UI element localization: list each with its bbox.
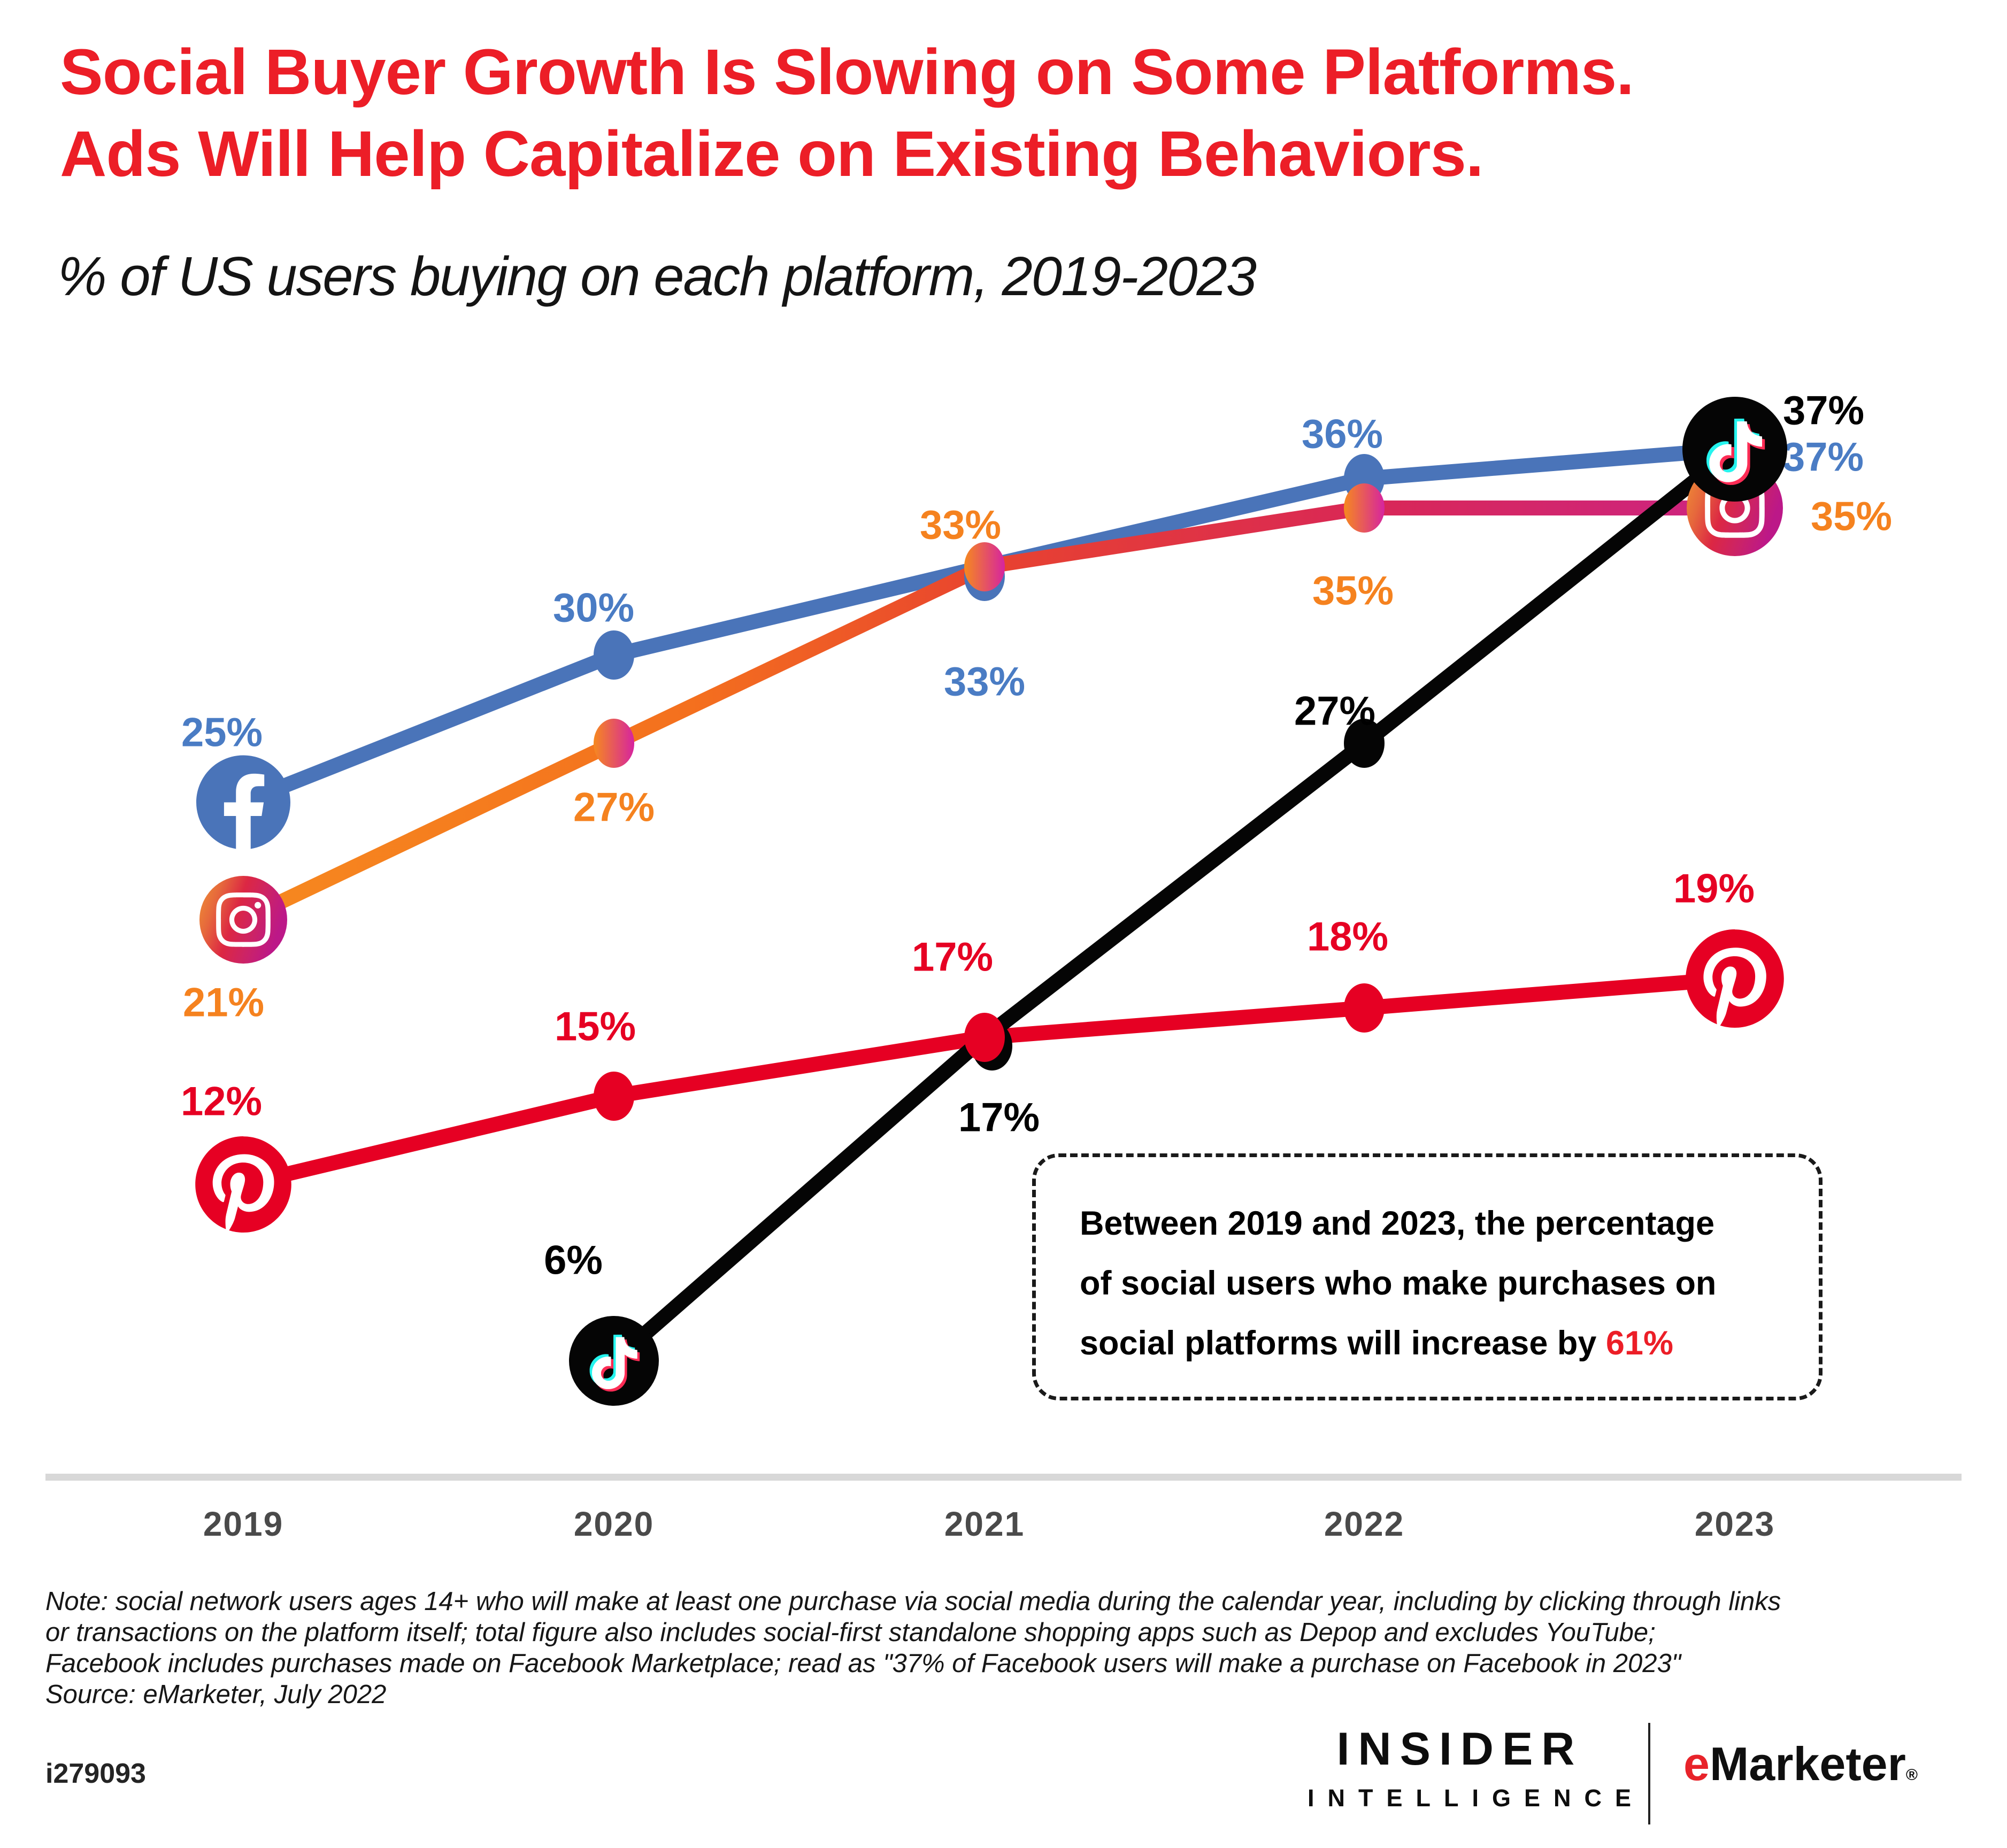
value-label-facebook-2019: 25% [181, 710, 263, 756]
value-label-facebook-2023: 37% [1782, 435, 1864, 480]
callout-line3-text: social platforms will increase by [1080, 1325, 1606, 1362]
chart-title-line1: Social Buyer Growth Is Slowing on Some P… [60, 35, 1634, 108]
footnote-line3: Facebook includes purchases made on Face… [45, 1649, 1681, 1678]
facebook-icon [196, 755, 290, 849]
data-point-pinterest-2020 [594, 1072, 634, 1121]
data-point-facebook-2020 [594, 630, 634, 680]
emarketer-logo: eMarketer® [1683, 1737, 1918, 1791]
data-point-instagram-2020 [594, 719, 634, 768]
registered-mark: ® [1905, 1766, 1918, 1784]
tiktok-icon [569, 1316, 659, 1406]
series-line-tiktok [609, 443, 1740, 1367]
value-label-instagram-2019: 21% [183, 980, 264, 1026]
pinterest-icon [195, 1136, 291, 1233]
footnote-line1: Note: social network users ages 14+ who … [45, 1587, 1781, 1616]
x-tick-2019: 2019 [203, 1505, 283, 1543]
pinterest-icon [1686, 929, 1784, 1028]
value-label-facebook-2021: 33% [944, 659, 1025, 705]
footnote-source: Source: eMarketer, July 2022 [45, 1680, 387, 1709]
footnote: Note: social network users ages 14+ who … [45, 1586, 1781, 1710]
footnote-line2: or transactions on the platform itself; … [45, 1618, 1656, 1647]
data-point-tiktok-2022 [1344, 719, 1385, 768]
callout-line3: social platforms will increase by 61% [1080, 1313, 1819, 1373]
data-point-pinterest-2022 [1344, 983, 1385, 1033]
emarketer-e: e [1683, 1737, 1710, 1790]
brand-insider-text: INSIDER [1336, 1723, 1583, 1775]
x-tick-2022: 2022 [1324, 1505, 1404, 1543]
value-label-instagram-2021: 33% [920, 503, 1001, 548]
x-axis-line [45, 1474, 1962, 1481]
brand-divider [1648, 1723, 1650, 1824]
brand-intelligence-text: INTELLIGENCE [1308, 1784, 1645, 1812]
instagram-icon [199, 876, 287, 964]
chart-title: Social Buyer Growth Is Slowing on Some P… [60, 31, 1634, 195]
insider-intelligence-logo: INSIDER INTELLIGENCE [1308, 1723, 1645, 1812]
chart-subtitle: % of US users buying on each platform, 2… [58, 245, 1257, 307]
value-label-pinterest-2019: 12% [181, 1079, 262, 1125]
callout-line2: of social users who make purchases on [1080, 1265, 1717, 1302]
value-label-instagram-2023: 35% [1811, 494, 1892, 540]
value-label-instagram-2022: 35% [1312, 568, 1394, 614]
value-label-facebook-2020: 30% [553, 586, 634, 631]
value-label-pinterest-2020: 15% [555, 1004, 636, 1050]
callout-box: Between 2019 and 2023, the percentage of… [1032, 1153, 1823, 1400]
value-label-pinterest-2022: 18% [1307, 914, 1388, 960]
data-point-instagram-2022 [1344, 483, 1385, 533]
value-label-pinterest-2023: 19% [1673, 866, 1755, 912]
value-label-tiktok-2022: 27% [1294, 689, 1375, 734]
chart-title-line2: Ads Will Help Capitalize on Existing Beh… [60, 117, 1483, 190]
data-point-pinterest-2021 [964, 1013, 1005, 1062]
value-label-pinterest-2021: 17% [912, 935, 993, 980]
value-label-instagram-2020: 27% [573, 785, 655, 830]
value-label-tiktok-2020: 6% [544, 1238, 603, 1283]
value-label-facebook-2022: 36% [1302, 412, 1383, 457]
x-tick-2021: 2021 [944, 1505, 1025, 1543]
data-point-instagram-2021 [964, 542, 1005, 591]
callout-line1: Between 2019 and 2023, the percentage [1080, 1205, 1715, 1242]
tiktok-icon [1682, 397, 1787, 502]
value-label-tiktok-2023: 37% [1783, 388, 1864, 434]
emarketer-rest: Marketer [1709, 1737, 1906, 1790]
value-label-tiktok-2021: 17% [958, 1095, 1040, 1141]
x-tick-2023: 2023 [1695, 1505, 1775, 1543]
x-tick-2020: 2020 [574, 1505, 654, 1543]
chart-id: i279093 [45, 1758, 146, 1789]
callout-highlight: 61% [1605, 1325, 1673, 1362]
